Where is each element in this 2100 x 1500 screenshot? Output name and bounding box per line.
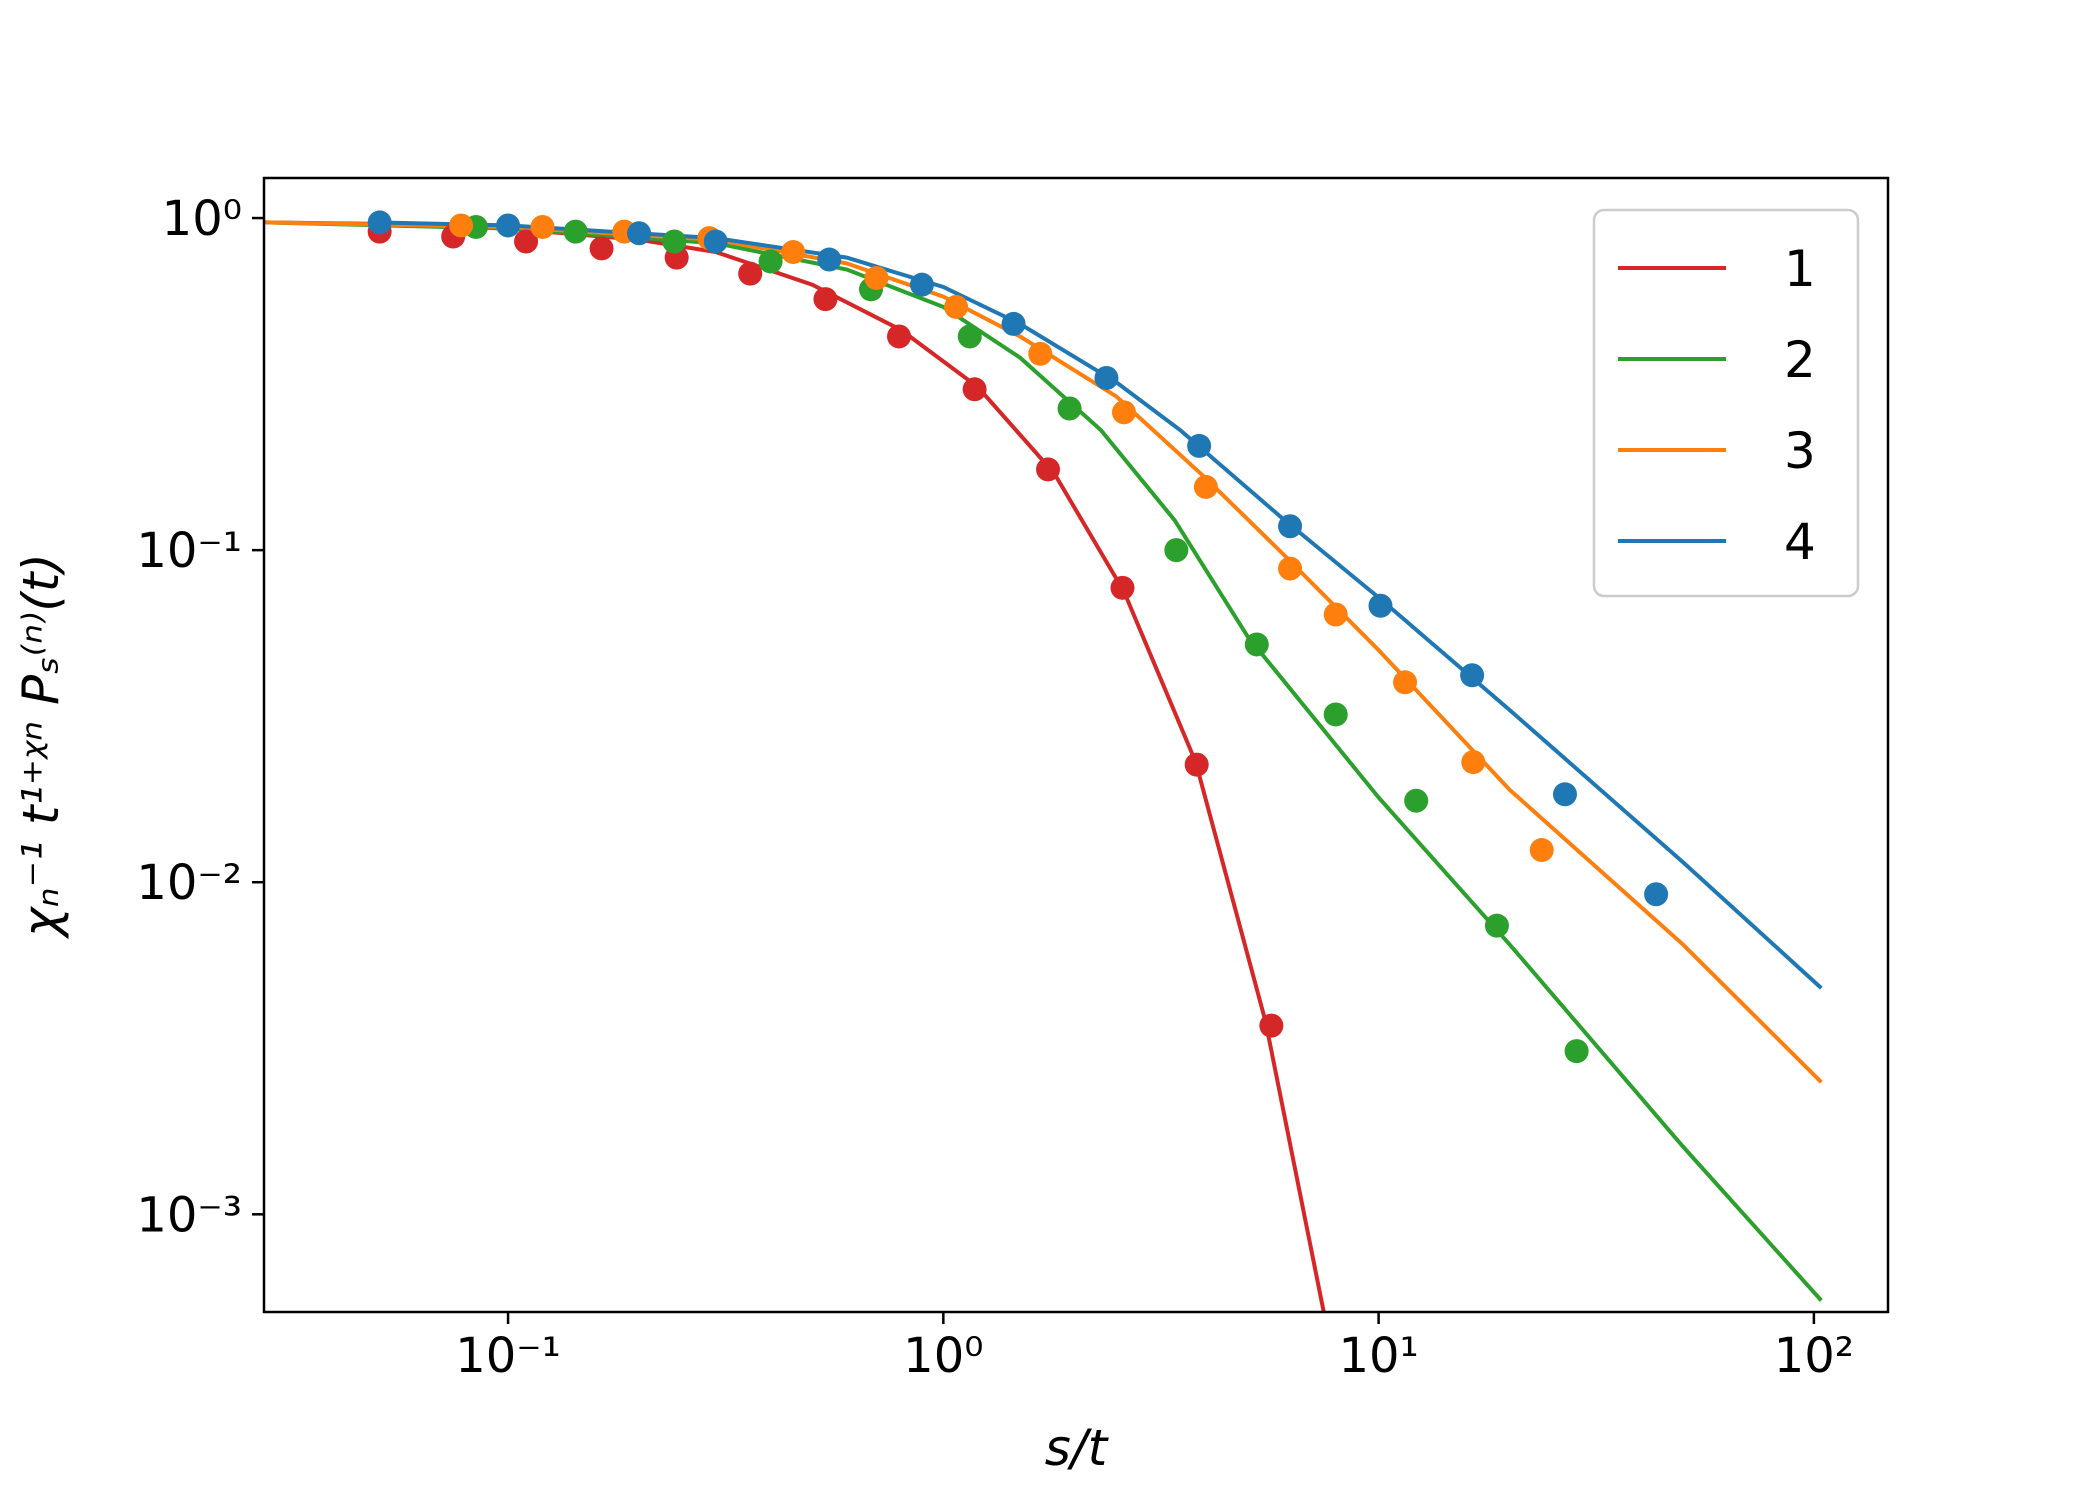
data-point: [1036, 457, 1061, 482]
data-point: [1323, 602, 1348, 627]
data-point: [1111, 400, 1136, 425]
data-point: [1393, 670, 1418, 695]
data-point: [781, 240, 806, 265]
y-axis-label: χₙ⁻¹ t¹⁺ᵡⁿ Pₛ⁽ⁿ⁾(t): [12, 553, 70, 940]
data-point: [1187, 433, 1212, 458]
y-tick-label: 10⁰: [162, 191, 242, 247]
data-point: [1094, 365, 1119, 390]
data-point: [1323, 702, 1348, 727]
data-point: [627, 221, 652, 246]
legend: 1 2 3 4: [1592, 208, 1860, 598]
legend-label: 4: [1784, 513, 1816, 571]
data-point: [1368, 593, 1393, 618]
data-point: [864, 265, 889, 290]
x-axis-label: s/t: [1045, 1419, 1110, 1477]
plot-points: [367, 210, 1669, 1064]
data-point: [1278, 514, 1303, 539]
data-point: [1001, 311, 1026, 336]
plot-lines: [264, 220, 1823, 1312]
legend-label: 1: [1784, 240, 1816, 298]
x-tick-label: 10¹: [1338, 1328, 1418, 1384]
x-tick-label: 10⁻¹: [455, 1328, 561, 1384]
data-point: [738, 261, 763, 286]
legend-label: 2: [1784, 331, 1816, 389]
data-point: [1184, 752, 1209, 777]
data-point: [817, 247, 842, 272]
data-point: [1461, 750, 1486, 775]
data-point: [1110, 575, 1135, 600]
data-point: [1529, 838, 1554, 863]
y-tick-label: 10⁻³: [136, 1187, 242, 1243]
data-point: [449, 213, 474, 238]
x-tick-label: 10⁰: [903, 1328, 983, 1384]
data-point: [1244, 632, 1269, 657]
legend-label: 3: [1784, 422, 1816, 480]
plot-frame: [262, 176, 1890, 1314]
data-point: [1164, 538, 1189, 563]
data-point: [662, 229, 687, 254]
data-point: [1193, 474, 1218, 499]
x-tick-label: 10²: [1774, 1328, 1854, 1384]
data-point: [496, 213, 521, 238]
data-point: [530, 214, 555, 239]
data-point: [1278, 556, 1303, 581]
data-point: [909, 272, 934, 297]
data-point: [1564, 1039, 1589, 1064]
data-point: [1460, 663, 1485, 688]
data-point: [1644, 882, 1669, 907]
data-point: [1259, 1013, 1284, 1038]
data-point: [563, 219, 588, 244]
series-line: [264, 220, 1326, 1312]
data-point: [1552, 782, 1577, 807]
data-point: [703, 229, 728, 254]
data-point: [944, 294, 969, 319]
y-tick-label: 10⁻¹: [136, 523, 242, 579]
data-point: [887, 324, 912, 349]
data-point: [589, 236, 614, 261]
data-point: [514, 229, 539, 254]
data-point: [957, 324, 982, 349]
data-point: [758, 249, 783, 274]
data-point: [1404, 788, 1429, 813]
data-point: [1028, 341, 1053, 366]
series-line: [264, 220, 1823, 1302]
data-point: [813, 287, 838, 312]
data-point: [962, 377, 987, 402]
data-point: [1057, 396, 1082, 421]
data-point: [1484, 913, 1509, 938]
data-point: [367, 210, 392, 235]
legend-frame: [1592, 208, 1860, 598]
y-tick-label: 10⁻²: [136, 855, 242, 911]
